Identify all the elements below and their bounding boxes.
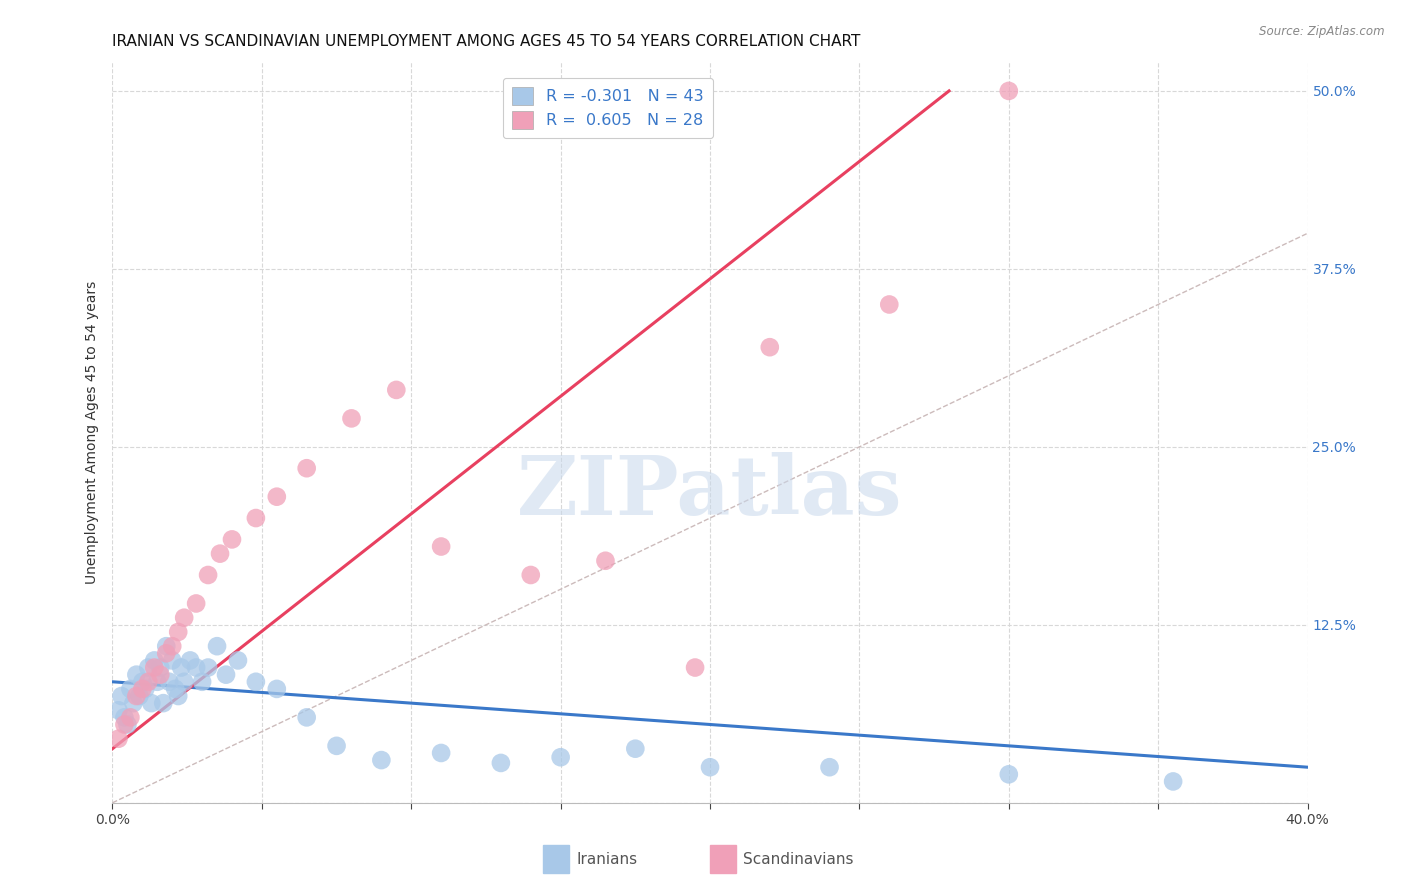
Point <box>179 653 201 667</box>
Bar <box>543 845 569 873</box>
Point <box>295 710 318 724</box>
Point <box>215 667 238 681</box>
Point <box>155 646 177 660</box>
Point <box>624 741 647 756</box>
Point <box>325 739 347 753</box>
Point <box>683 660 706 674</box>
Point <box>226 653 249 667</box>
Point <box>120 681 142 696</box>
Point <box>550 750 572 764</box>
Text: IRANIAN VS SCANDINAVIAN UNEMPLOYMENT AMONG AGES 45 TO 54 YEARS CORRELATION CHART: IRANIAN VS SCANDINAVIAN UNEMPLOYMENT AMO… <box>112 34 860 49</box>
Point <box>146 674 169 689</box>
Point <box>197 568 219 582</box>
Point <box>162 639 183 653</box>
Point <box>191 674 214 689</box>
Point <box>125 667 148 681</box>
Point <box>165 681 187 696</box>
Point <box>209 547 232 561</box>
Point <box>489 756 512 770</box>
Point <box>186 660 208 674</box>
Point <box>595 554 617 568</box>
Point <box>385 383 408 397</box>
Point <box>138 660 160 674</box>
Point <box>162 653 183 667</box>
Point <box>520 568 543 582</box>
Point <box>114 710 135 724</box>
Point <box>131 674 153 689</box>
Point <box>155 639 177 653</box>
Point <box>295 461 318 475</box>
Point <box>110 689 132 703</box>
Point <box>221 533 243 547</box>
Point <box>107 731 129 746</box>
Point <box>1161 774 1184 789</box>
Point <box>122 696 145 710</box>
Point <box>152 696 174 710</box>
Point <box>818 760 841 774</box>
Point <box>205 639 228 653</box>
Point <box>998 767 1021 781</box>
Y-axis label: Unemployment Among Ages 45 to 54 years: Unemployment Among Ages 45 to 54 years <box>84 281 98 584</box>
Text: Scandinavians: Scandinavians <box>744 852 853 866</box>
Point <box>167 689 190 703</box>
Point <box>143 660 166 674</box>
Point <box>114 717 135 731</box>
Point <box>430 746 453 760</box>
Point <box>245 511 267 525</box>
Point <box>759 340 782 354</box>
Point <box>170 660 193 674</box>
Point <box>149 660 172 674</box>
Point <box>138 674 160 689</box>
Point <box>245 674 267 689</box>
Point <box>131 681 153 696</box>
Point <box>998 84 1021 98</box>
Point <box>186 597 208 611</box>
Text: Iranians: Iranians <box>576 852 637 866</box>
Point <box>134 681 156 696</box>
Point <box>173 674 195 689</box>
Point <box>197 660 219 674</box>
Text: Source: ZipAtlas.com: Source: ZipAtlas.com <box>1260 25 1385 38</box>
Point <box>430 540 453 554</box>
Point <box>340 411 363 425</box>
Legend: R = -0.301   N = 43, R =  0.605   N = 28: R = -0.301 N = 43, R = 0.605 N = 28 <box>503 78 713 138</box>
Point <box>157 674 180 689</box>
Point <box>173 610 195 624</box>
Point <box>699 760 721 774</box>
Point <box>266 490 288 504</box>
Point <box>879 297 901 311</box>
Text: ZIPatlas: ZIPatlas <box>517 452 903 532</box>
Point <box>117 717 139 731</box>
Point <box>266 681 288 696</box>
Point <box>143 653 166 667</box>
Point <box>141 696 163 710</box>
Point <box>107 703 129 717</box>
Point <box>167 624 190 639</box>
Bar <box>710 845 737 873</box>
Point <box>120 710 142 724</box>
Point <box>370 753 392 767</box>
Point <box>149 667 172 681</box>
Point <box>125 689 148 703</box>
Point <box>128 689 150 703</box>
